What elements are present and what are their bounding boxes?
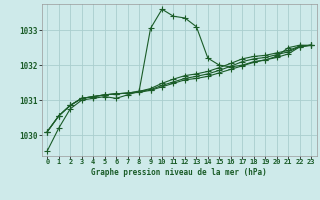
X-axis label: Graphe pression niveau de la mer (hPa): Graphe pression niveau de la mer (hPa) xyxy=(91,168,267,177)
